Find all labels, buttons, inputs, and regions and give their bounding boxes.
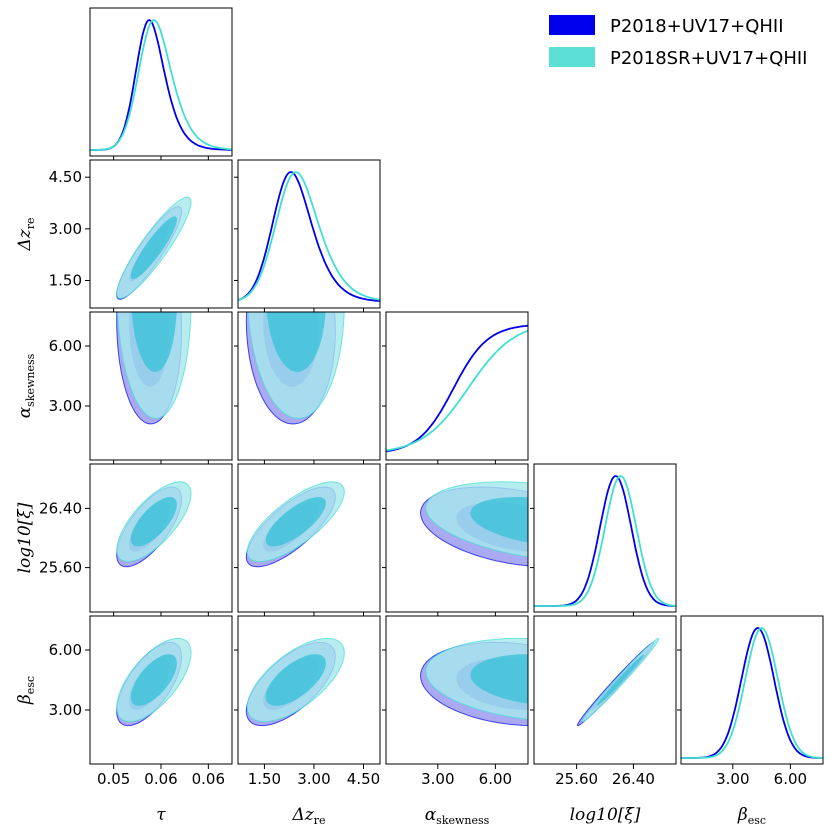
contour-alpha-tau-1-68 xyxy=(131,312,177,372)
contour-xi-dz-1-68 xyxy=(265,497,326,547)
panel-frame xyxy=(533,615,677,765)
marginal-curve-alpha-0 xyxy=(386,324,528,453)
y-tick-label-alpha: 6.00 xyxy=(49,337,82,355)
contour-dz-tau-1-68 xyxy=(130,216,177,280)
marginal-curve-xi-0 xyxy=(534,475,676,607)
x-tick-label-alpha: 3.00 xyxy=(421,770,454,788)
x-tick-label-beta: 6.00 xyxy=(774,770,807,788)
legend: P2018+UV17+QHII P2018SR+UV17+QHII xyxy=(549,15,807,69)
legend-swatch-0 xyxy=(549,15,595,35)
legend-label-1: P2018SR+UV17+QHII xyxy=(610,48,807,69)
panel-frame xyxy=(237,159,381,309)
contour-alpha-dz-1-68 xyxy=(266,312,326,372)
legend-label-0: P2018+UV17+QHII xyxy=(610,16,784,37)
contour-beta-dz-1-68 xyxy=(265,654,326,706)
panel-frame xyxy=(237,463,381,613)
y-axis-label-alpha: αskewness xyxy=(15,353,37,418)
panel-dz-dz xyxy=(234,159,381,312)
panel-frame xyxy=(385,615,529,765)
contour-xi-tau-1-68 xyxy=(130,497,177,547)
marginal-curve-beta-1 xyxy=(681,627,823,759)
panel-alpha-dz xyxy=(234,311,381,464)
marginal-curve-tau-0 xyxy=(90,19,232,151)
x-axis-label-dz: Δzre xyxy=(291,805,325,827)
marginal-curve-tau-1 xyxy=(90,19,232,151)
panel-dz-tau: 1.50 3.00 4.50 Δzre xyxy=(15,159,233,312)
panel-frame xyxy=(680,615,824,765)
x-tick-label-tau: 0.06 xyxy=(144,770,177,788)
x-tick-label-beta: 3.00 xyxy=(716,770,749,788)
y-axis-label-dz: Δzre xyxy=(15,217,37,251)
panel-beta-tau: 0.05 0.06 0.06 τ 3.00 6.00 βesc xyxy=(15,615,233,825)
x-tick-label-tau: 0.05 xyxy=(97,770,130,788)
y-tick-label-alpha: 3.00 xyxy=(49,397,82,415)
panel-alpha-tau: 3.00 6.00 αskewness xyxy=(15,311,233,464)
panel-frame xyxy=(237,615,381,765)
y-tick-label-beta: 6.00 xyxy=(49,641,82,659)
panel-frame xyxy=(237,311,381,461)
y-tick-label-xi: 26.40 xyxy=(39,499,82,517)
panel-beta-beta: 3.00 6.00 βesc xyxy=(677,615,824,827)
y-tick-label-xi: 25.60 xyxy=(39,559,82,577)
x-tick-label-xi: 26.40 xyxy=(612,770,655,788)
x-tick-label-dz: 1.50 xyxy=(248,770,281,788)
y-tick-label-dz: 1.50 xyxy=(49,271,82,289)
y-tick-label-beta: 3.00 xyxy=(49,701,82,719)
panel-frame xyxy=(533,463,677,613)
contour-beta-xi-1-68 xyxy=(596,654,645,706)
marginal-curve-dz-1 xyxy=(238,171,380,302)
x-axis-label-alpha: αskewness xyxy=(425,805,490,827)
y-tick-label-dz: 3.00 xyxy=(49,220,82,238)
marginal-curve-alpha-1 xyxy=(386,329,528,452)
x-axis-label-xi: log10[ξ̇] xyxy=(570,805,641,825)
panel-xi-alpha xyxy=(382,463,529,616)
marginal-curve-dz-0 xyxy=(238,171,380,302)
panel-beta-xi: 25.60 26.40 log10[ξ̇] xyxy=(530,615,677,825)
panel-xi-dz xyxy=(234,463,381,616)
panel-beta-alpha: 3.00 6.00 αskewness xyxy=(382,615,529,827)
x-tick-label-alpha: 6.00 xyxy=(479,770,512,788)
y-tick-label-dz: 4.50 xyxy=(49,168,82,186)
x-tick-label-dz: 4.50 xyxy=(347,770,380,788)
x-tick-label-xi: 25.60 xyxy=(555,770,598,788)
y-axis-label-beta: βesc xyxy=(15,676,37,705)
panel-xi-xi xyxy=(530,463,677,616)
x-tick-label-dz: 3.00 xyxy=(297,770,330,788)
x-tick-label-tau: 0.06 xyxy=(192,770,225,788)
panel-tau-tau xyxy=(89,7,233,160)
panel-frame xyxy=(385,463,529,613)
x-axis-label-beta: βesc xyxy=(737,805,766,827)
panel-beta-dz: 1.50 3.00 4.50 Δzre xyxy=(234,615,381,827)
contour-beta-alpha-1-68 xyxy=(470,654,528,704)
contour-xi-alpha-1-68 xyxy=(470,497,528,543)
y-axis-label-xi: log10[ξ̇] xyxy=(15,502,35,573)
contour-beta-tau-1-68 xyxy=(130,654,177,706)
panel-frame xyxy=(385,311,529,461)
panel-alpha-alpha xyxy=(382,311,529,464)
legend-swatch-1 xyxy=(549,47,595,67)
marginal-curve-xi-1 xyxy=(534,475,676,607)
x-axis-label-tau: τ xyxy=(156,805,166,825)
